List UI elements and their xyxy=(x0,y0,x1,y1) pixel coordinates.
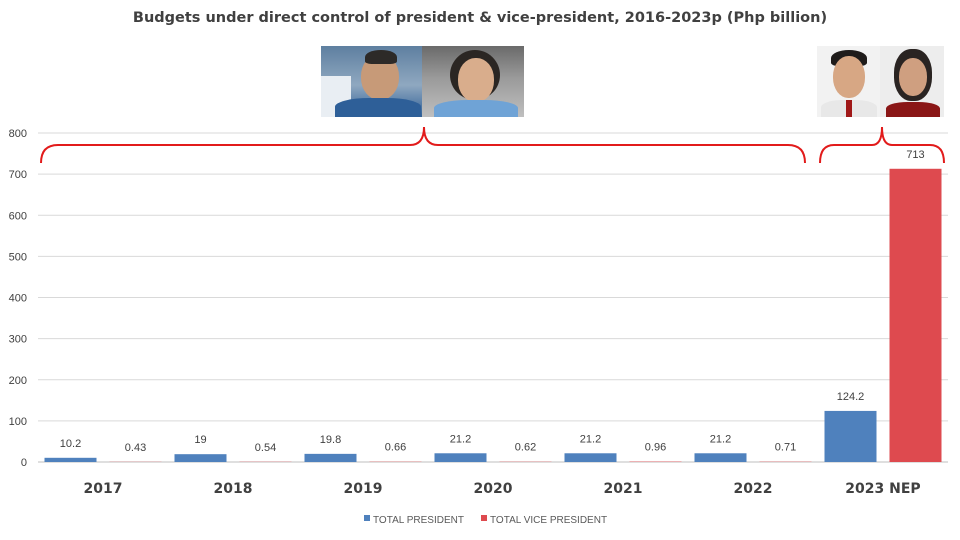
y-tick-label: 300 xyxy=(9,334,27,346)
term-bracket-2023 xyxy=(819,126,945,164)
data-label: 713 xyxy=(906,149,924,161)
x-category-label: 2018 xyxy=(214,481,253,497)
data-label: 21.2 xyxy=(710,433,731,445)
bars xyxy=(44,168,942,462)
bar-president-1 xyxy=(174,454,227,462)
duterte-photo xyxy=(321,46,422,117)
y-tick-label: 200 xyxy=(9,375,27,387)
marcos-photo xyxy=(817,46,880,117)
x-category-label: 2020 xyxy=(474,481,513,497)
legend-swatch-vice-president xyxy=(481,515,487,521)
data-label: 21.2 xyxy=(580,433,601,445)
bar-president-6 xyxy=(824,410,877,462)
y-tick-label: 0 xyxy=(21,457,27,469)
robredo-photo xyxy=(422,46,524,117)
data-label: 0.54 xyxy=(255,442,276,454)
data-label: 10.2 xyxy=(60,438,81,450)
y-tick-label: 400 xyxy=(9,293,27,305)
legend: TOTAL PRESIDENT TOTAL VICE PRESIDENT xyxy=(364,515,607,526)
y-tick-label: 700 xyxy=(9,169,27,181)
x-category-label: 2022 xyxy=(734,481,773,497)
y-axis-ticks: 0 100 200 300 400 500 600 700 800 xyxy=(9,128,27,469)
bar-president-2 xyxy=(304,453,357,462)
data-label: 0.96 xyxy=(645,442,666,454)
x-category-label: 2021 xyxy=(604,481,643,497)
y-tick-label: 600 xyxy=(9,210,27,222)
bar-president-4 xyxy=(564,453,617,462)
y-tick-label: 100 xyxy=(9,416,27,428)
data-labels: 10.2 0.43 19 0.54 19.8 0.66 21.2 0.62 21.2 0.96 21… xyxy=(60,149,925,454)
x-category-label: 2017 xyxy=(84,481,123,497)
data-label: 0.71 xyxy=(775,442,796,454)
x-category-label: 2023 NEP xyxy=(845,481,920,497)
bar-president-3 xyxy=(434,453,487,462)
y-tick-label: 500 xyxy=(9,251,27,263)
x-category-label: 2019 xyxy=(344,481,383,497)
data-label: 0.66 xyxy=(385,442,406,454)
data-label: 0.43 xyxy=(125,442,146,454)
bar-vice-president-6 xyxy=(889,168,942,462)
gridlines xyxy=(38,132,948,463)
data-label: 124.2 xyxy=(837,391,865,403)
bar-president-0 xyxy=(44,457,97,462)
term-bracket-2016-2022 xyxy=(40,126,806,164)
x-axis-categories: 2017 2018 2019 2020 2021 2022 2023 NEP xyxy=(84,481,921,497)
data-label: 19.8 xyxy=(320,434,341,446)
legend-label-vice-president: TOTAL VICE PRESIDENT xyxy=(490,515,607,526)
y-tick-label: 800 xyxy=(9,128,27,140)
chart-title: Budgets under direct control of presiden… xyxy=(132,10,828,26)
legend-label-president: TOTAL PRESIDENT xyxy=(373,515,464,526)
bar-president-5 xyxy=(694,453,747,462)
data-label: 21.2 xyxy=(450,433,471,445)
data-label: 19 xyxy=(194,434,206,446)
data-label: 0.62 xyxy=(515,442,536,454)
sara-duterte-photo xyxy=(880,46,944,117)
legend-swatch-president xyxy=(364,515,370,521)
